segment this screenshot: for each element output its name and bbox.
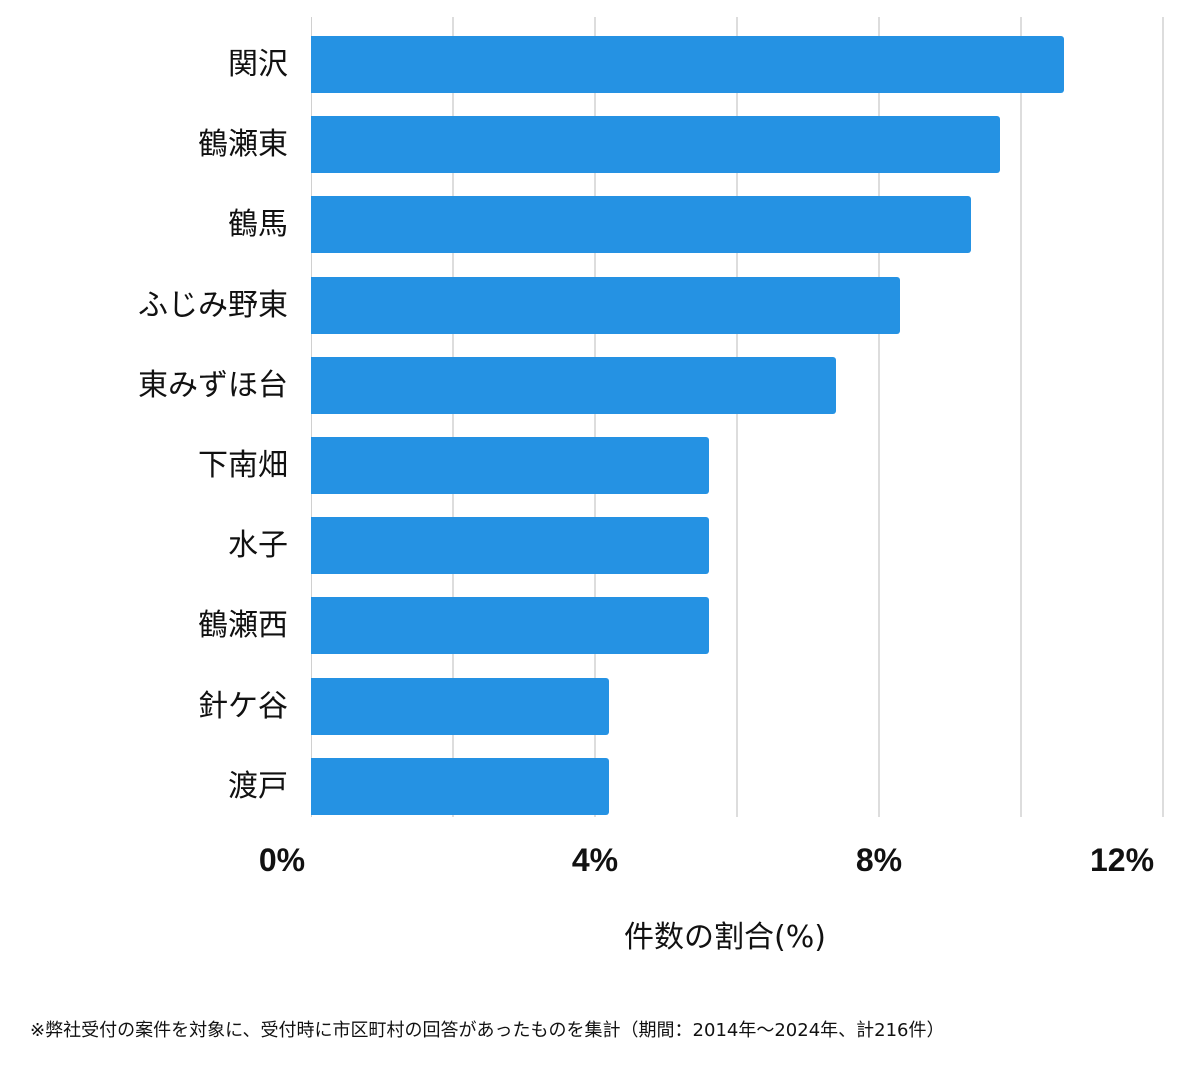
gridline: [736, 17, 738, 817]
gridline: [878, 17, 880, 817]
bar: [311, 597, 709, 655]
bar: [311, 116, 1000, 174]
category-label: 下南畑: [198, 448, 288, 483]
category-label: 関沢: [228, 47, 288, 82]
x-tick-label: 8%: [855, 842, 903, 878]
bar: [311, 437, 709, 494]
bar: [311, 356, 837, 414]
bar: [311, 196, 972, 254]
x-tick-label: 0%: [258, 842, 306, 878]
category-label: 鶴瀬西: [198, 608, 288, 644]
category-label: 渡戸: [228, 768, 288, 804]
bar: [311, 517, 709, 575]
x-tick-label: 12%: [1089, 842, 1155, 878]
bar: [311, 36, 1064, 93]
bar: [311, 757, 610, 815]
x-tick-label: 4%: [571, 842, 619, 878]
category-label: 水子: [228, 528, 288, 564]
gridline: [1020, 17, 1022, 817]
plot-area: [311, 17, 1164, 817]
gridline: [594, 17, 596, 817]
category-label: 鶴馬: [228, 207, 288, 243]
gridline: [311, 17, 312, 817]
x-axis-label: 件数の割合(%): [624, 920, 826, 955]
bar: [311, 677, 610, 735]
category-label: ふじみ野東: [138, 287, 288, 323]
bar: [311, 276, 901, 334]
category-label: 鶴瀬東: [198, 127, 288, 163]
category-label: 針ケ谷: [198, 688, 288, 724]
footnote: ※弊社受付の案件を対象に、受付時に市区町村の回答があったものを集計（期間：201…: [30, 1020, 945, 1041]
gridline: [452, 17, 454, 817]
gridline: [1162, 17, 1164, 817]
category-label: 東みずほ台: [138, 367, 288, 403]
